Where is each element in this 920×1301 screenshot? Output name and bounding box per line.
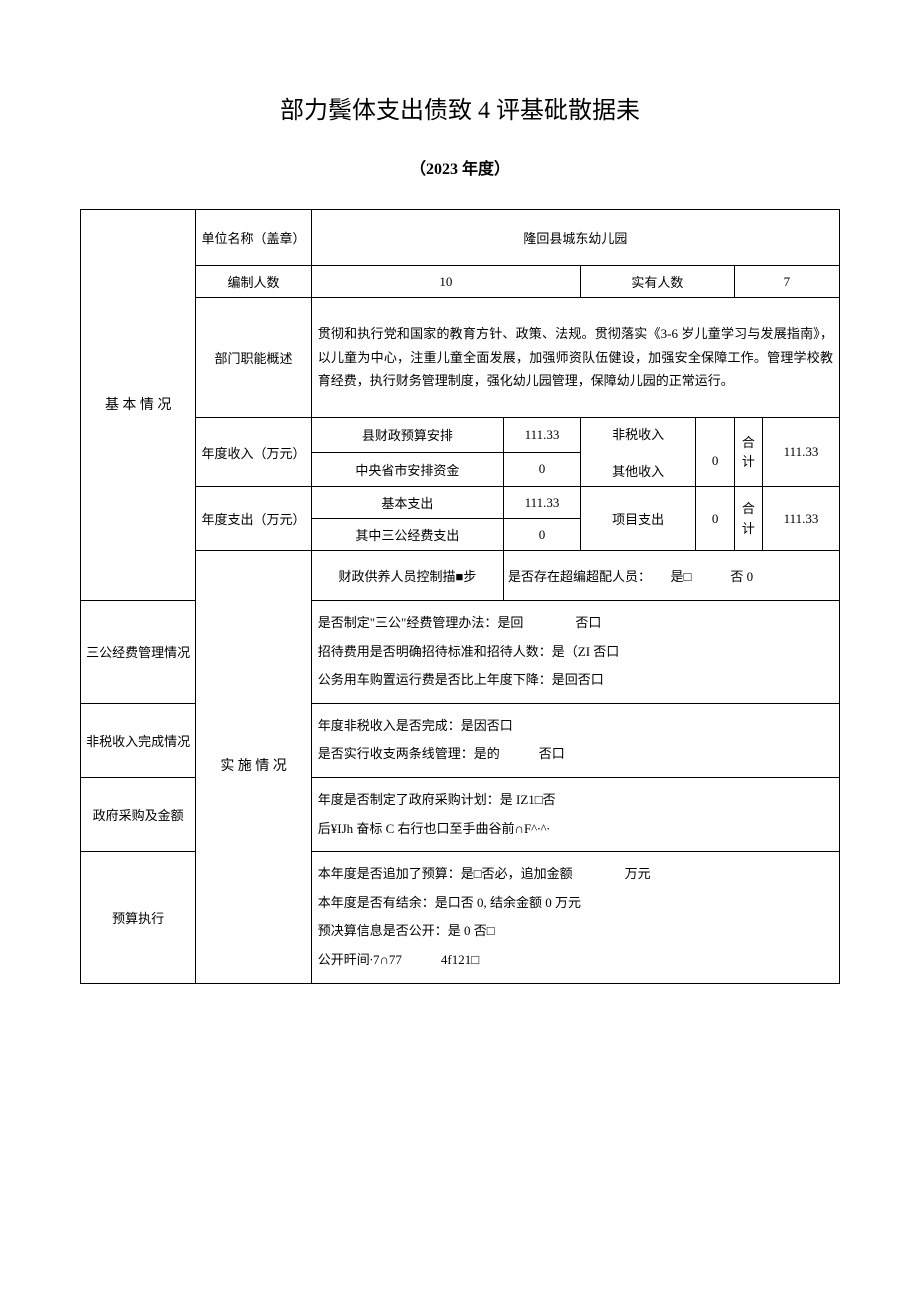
section1-vlabel: 基 本 情 况 (81, 210, 196, 601)
expense-basic-value: 111.33 (504, 487, 581, 519)
staff-actual-value: 7 (734, 266, 839, 298)
budget-line1: 本年度是否追加了预算：是□否必，追加金额 万元 (318, 860, 833, 889)
unit-name-value: 隆回县城东幼儿园 (311, 210, 839, 266)
sangong-mgmt-label: 三公经费管理情况 (81, 601, 196, 704)
sangong-mgmt-cell: 是否制定"三公"经费管理办法：是回 否口 招待费用是否明确招待标准和招待人数：是… (311, 601, 839, 704)
sangong-line1: 是否制定"三公"经费管理办法：是回 否口 (318, 609, 833, 638)
staff-control-label: 财政供养人员控制描■步 (311, 551, 503, 601)
income-central-value: 0 (504, 452, 581, 487)
income-central-label: 中央省市安排资金 (311, 452, 503, 487)
nontax-line2: 是否实行收支两条线管理：是的 否口 (318, 740, 833, 769)
income-other-value: 0 (700, 453, 729, 469)
sangong-line2: 招待费用是否明确招待标准和招待人数：是（ZI 否口 (318, 638, 833, 667)
gov-purchase-line1: 年度是否制定了政府采购计划：是 IZ1□否 (318, 786, 833, 815)
gov-purchase-cell: 年度是否制定了政府采购计划：是 IZ1□否 后¥IJh 奋标 C 右行也口至手曲… (311, 777, 839, 851)
budget-exec-label: 预算执行 (81, 852, 196, 983)
dept-func-text: 贯彻和执行党和国家的教育方针、政策、法规。贯彻落实《3-6 岁儿童学习与发展指南… (311, 298, 839, 418)
staff-plan-value: 10 (311, 266, 580, 298)
income-county-value: 111.33 (504, 418, 581, 453)
staff-actual-label: 实有人数 (580, 266, 734, 298)
budget-line2: 本年度是否有结余：是口否 0, 结余金额 0 万元 (318, 889, 833, 918)
staff-plan-label: 编制人数 (196, 266, 311, 298)
main-table: 基 本 情 况 单位名称（盖章） 隆回县城东幼儿园 编制人数 10 实有人数 7… (80, 209, 840, 984)
nontax-complete-label: 非税收入完成情况 (81, 703, 196, 777)
expense-basic-label: 基本支出 (311, 487, 503, 519)
gov-purchase-label: 政府采购及金额 (81, 777, 196, 851)
expense-sangong-label: 其中三公经费支出 (311, 519, 503, 551)
income-county-label: 县财政预算安排 (311, 418, 503, 453)
expense-total-label: 合计 (734, 487, 762, 551)
document-subtitle: （2023 年度） (80, 155, 840, 179)
expense-sangong-value: 0 (504, 519, 581, 551)
document-title: 部力鬓体支出债致 4 评基砒散据耒 (80, 90, 840, 125)
income-other-label: 其他收入 (585, 461, 691, 480)
income-total-value: 111.33 (763, 418, 840, 487)
nontax-complete-cell: 年度非税收入是否完成：是因否口 是否实行收支两条线管理：是的 否口 (311, 703, 839, 777)
budget-exec-cell: 本年度是否追加了预算：是□否必，追加金额 万元 本年度是否有结余：是口否 0, … (311, 852, 839, 983)
income-nontax-value (700, 435, 729, 453)
income-total-label: 合 计 (734, 418, 762, 487)
income-label: 年度收入（万元） (196, 418, 311, 487)
staff-control-text: 是否存在超编超配人员： 是□ 否 0 (504, 551, 840, 601)
gov-purchase-line2: 后¥IJh 奋标 C 右行也口至手曲谷前∩F^∙^∙ (318, 815, 833, 844)
expense-total-value: 111.33 (763, 487, 840, 551)
budget-line3: 预决算信息是否公开：是 0 否□ (318, 917, 833, 946)
income-nontax-label: 非税收入 (585, 424, 691, 461)
expense-label: 年度支出（万元） (196, 487, 311, 551)
expense-project-label: 项目支出 (580, 487, 695, 551)
nontax-line1: 年度非税收入是否完成：是因否口 (318, 712, 833, 741)
section2-vlabel: 实 施 情 况 (196, 551, 311, 984)
budget-line4: 公开旰间∙7∩77 4f121□ (318, 946, 833, 975)
unit-name-label: 单位名称（盖章） (196, 210, 311, 266)
sangong-line3: 公务用车购置运行费是否比上年度下降：是回否口 (318, 666, 833, 695)
dept-func-label: 部门职能概述 (196, 298, 311, 418)
expense-project-value: 0 (696, 487, 734, 551)
